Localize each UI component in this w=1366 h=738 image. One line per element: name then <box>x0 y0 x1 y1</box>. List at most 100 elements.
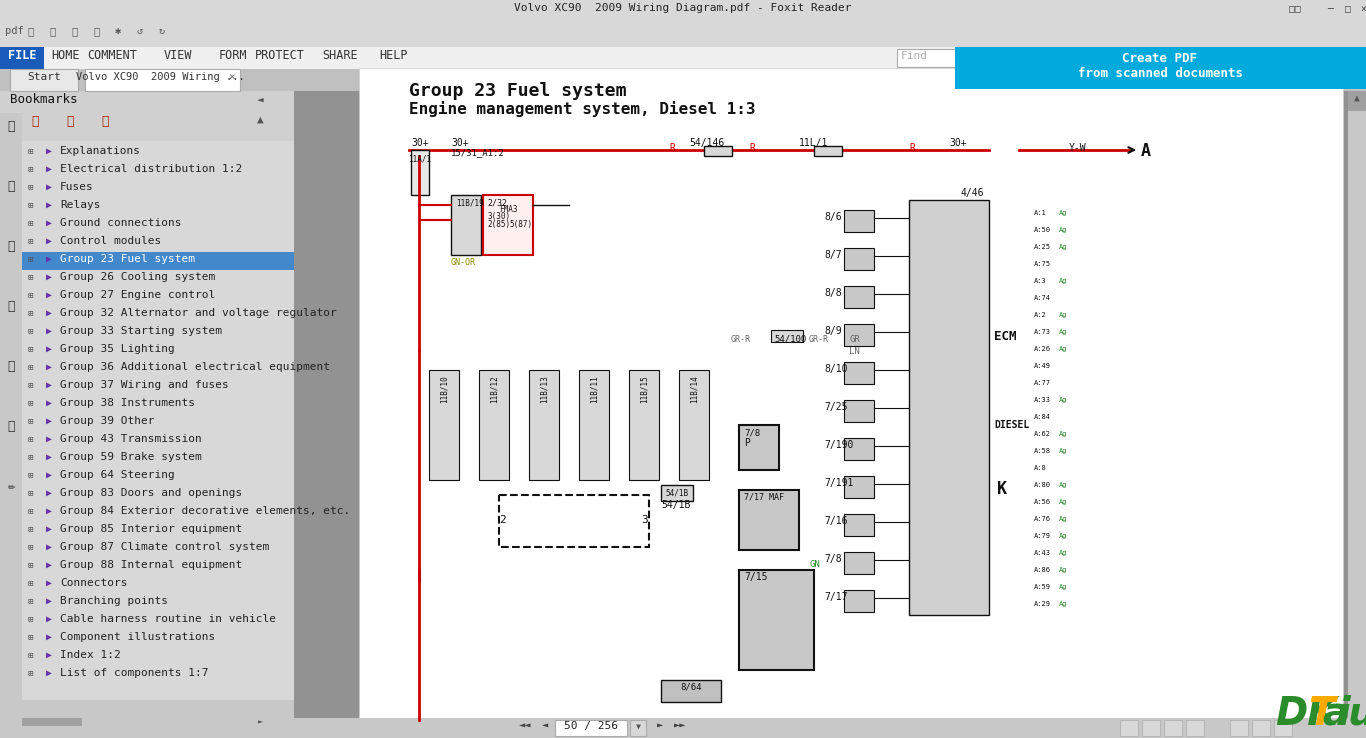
Text: 54/1B: 54/1B <box>661 500 690 510</box>
Text: ►: ► <box>1034 50 1041 60</box>
Text: ▶: ▶ <box>46 254 52 264</box>
Text: A:43: A:43 <box>1034 550 1050 556</box>
Text: FILE: FILE <box>8 49 37 62</box>
Bar <box>844 438 874 460</box>
Text: ▲: ▲ <box>1354 93 1361 103</box>
Bar <box>844 248 874 270</box>
Text: ▶: ▶ <box>46 362 52 372</box>
Bar <box>0 47 1366 69</box>
Bar <box>359 68 1343 738</box>
Text: Group 27 Engine control: Group 27 Engine control <box>60 290 216 300</box>
Text: GR-R: GR-R <box>809 335 829 344</box>
Bar <box>1142 720 1160 736</box>
Text: ⊞: ⊞ <box>27 632 33 641</box>
Text: Ag: Ag <box>1059 584 1067 590</box>
Text: ▶: ▶ <box>46 164 52 174</box>
Text: ⊞: ⊞ <box>27 218 33 227</box>
Text: ⊞: ⊞ <box>27 560 33 569</box>
Text: List of components 1:7: List of components 1:7 <box>60 668 209 678</box>
Bar <box>22 113 294 718</box>
Text: R: R <box>749 143 755 153</box>
Text: 🔖: 🔖 <box>31 115 38 128</box>
Text: ▼: ▼ <box>635 722 641 731</box>
Bar <box>844 400 874 422</box>
Text: Bookmarks: Bookmarks <box>10 93 78 106</box>
Text: A:49: A:49 <box>1034 363 1050 369</box>
Text: ▶: ▶ <box>46 488 52 498</box>
Text: 11B/15: 11B/15 <box>639 375 649 403</box>
Text: R: R <box>669 143 675 153</box>
Bar <box>844 514 874 536</box>
Bar <box>985 49 1003 67</box>
Text: 7/190: 7/190 <box>824 440 854 450</box>
Text: 8/64: 8/64 <box>680 683 702 692</box>
Text: Group 23 Fuel system: Group 23 Fuel system <box>408 82 627 100</box>
Text: 📚: 📚 <box>7 240 15 253</box>
Bar <box>484 195 533 255</box>
Text: ▼: ▼ <box>953 73 959 83</box>
Text: A:74: A:74 <box>1034 295 1050 301</box>
Bar <box>844 362 874 384</box>
Text: ⊞: ⊞ <box>27 488 33 497</box>
Text: 📋: 📋 <box>93 26 100 36</box>
Text: T: T <box>1309 695 1335 733</box>
Text: ▶: ▶ <box>46 560 52 570</box>
Text: ⊞: ⊞ <box>27 236 33 245</box>
Text: A:75: A:75 <box>1034 261 1050 267</box>
Text: ✏: ✏ <box>7 480 15 493</box>
Text: ▶: ▶ <box>46 416 52 426</box>
Bar <box>22 252 294 270</box>
Text: Electrical distribution 1:2: Electrical distribution 1:2 <box>60 164 242 174</box>
Text: Group 84 Exterior decorative elements, etc.: Group 84 Exterior decorative elements, e… <box>60 506 350 516</box>
Text: ⊞: ⊞ <box>27 668 33 677</box>
Text: ⊞: ⊞ <box>27 308 33 317</box>
Text: GR: GR <box>850 335 859 344</box>
Text: 🔖: 🔖 <box>66 115 74 128</box>
Bar <box>955 47 1366 89</box>
Bar <box>630 720 646 736</box>
Text: A:8: A:8 <box>1034 465 1046 471</box>
Bar <box>844 590 874 612</box>
Bar <box>0 718 1366 738</box>
Text: FMA3: FMA3 <box>499 205 518 214</box>
Text: ▶: ▶ <box>46 290 52 300</box>
Text: A:2: A:2 <box>1034 312 1046 318</box>
Text: Group 23 Fuel system: Group 23 Fuel system <box>60 254 195 264</box>
Bar <box>844 552 874 574</box>
Text: 📑: 📑 <box>7 180 15 193</box>
Bar <box>1348 91 1366 111</box>
Text: 7/25: 7/25 <box>824 402 847 412</box>
Text: Group 38 Instruments: Group 38 Instruments <box>60 398 195 408</box>
Text: 11L/1: 11L/1 <box>799 138 828 148</box>
Text: 50 / 256: 50 / 256 <box>564 721 617 731</box>
Text: 30+: 30+ <box>411 138 429 148</box>
Text: A:58: A:58 <box>1034 448 1050 454</box>
Text: A:59: A:59 <box>1034 584 1050 590</box>
Text: 💬: 💬 <box>7 300 15 313</box>
Text: ◄: ◄ <box>1003 50 1009 60</box>
Text: 🖨: 🖨 <box>71 26 78 36</box>
Text: Component illustrations: Component illustrations <box>60 632 216 642</box>
Text: LN: LN <box>850 347 859 356</box>
Bar <box>814 146 841 156</box>
Text: Ag: Ag <box>1059 601 1067 607</box>
Text: Group 26 Cooling system: Group 26 Cooling system <box>60 272 216 282</box>
Text: 7/15: 7/15 <box>744 572 768 582</box>
Text: Ag: Ag <box>1059 448 1067 454</box>
Text: 8/9: 8/9 <box>824 326 841 336</box>
Text: ⊞: ⊞ <box>27 344 33 353</box>
Bar <box>844 476 874 498</box>
Text: Group 35 Lighting: Group 35 Lighting <box>60 344 175 354</box>
Text: 3: 3 <box>641 515 647 525</box>
Text: Ag: Ag <box>1059 516 1067 522</box>
Bar <box>844 324 874 346</box>
Bar <box>0 69 1366 91</box>
Text: ▶: ▶ <box>46 380 52 390</box>
Text: HOME: HOME <box>51 49 79 62</box>
Bar <box>0 22 1366 47</box>
Text: ×: × <box>228 72 235 82</box>
Text: ⊞: ⊞ <box>27 146 33 155</box>
Text: ⊞: ⊞ <box>27 326 33 335</box>
Text: A:73: A:73 <box>1034 329 1050 335</box>
Bar <box>770 330 803 342</box>
